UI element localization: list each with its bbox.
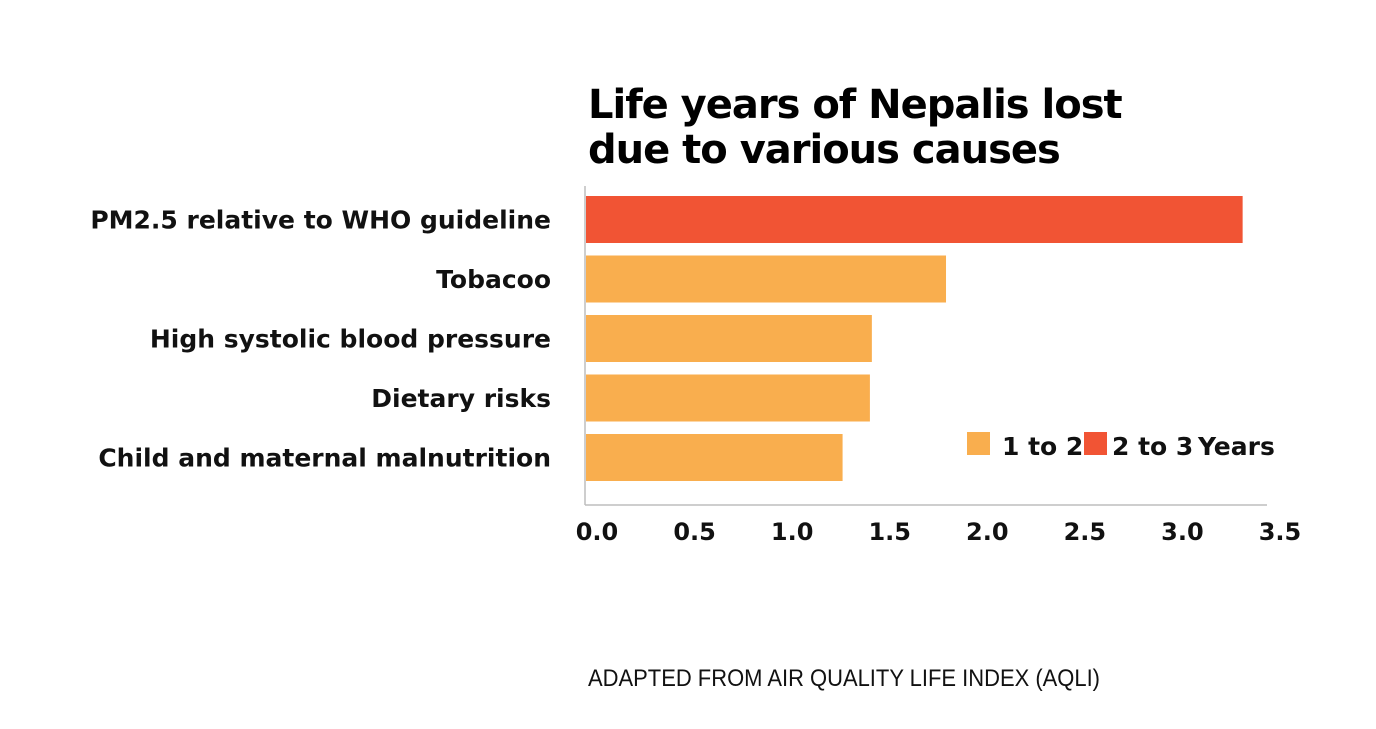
x-tick-labels: 0.0 0.5 1.0 1.5 2.0 2.5 3.0 3.5 (576, 518, 1302, 546)
chart-title-line-1: Life years of Nepalis lost (588, 82, 1123, 128)
chart-title: Life years of Nepalis lost due to variou… (588, 82, 1124, 173)
category-label: Tobacoo (436, 265, 551, 294)
bar-tobacoo (586, 255, 947, 303)
legend: 1 to 2 2 to 3 Years (967, 432, 1275, 461)
x-tick-label: 1.0 (771, 518, 814, 546)
x-tick-label: 2.0 (966, 518, 1009, 546)
source-note: ADAPTED FROM AIR QUALITY LIFE INDEX (AQL… (588, 665, 1100, 692)
x-tick-label: 0.5 (673, 518, 716, 546)
x-tick-label: 2.5 (1064, 518, 1107, 546)
x-tick-label: 0.0 (576, 518, 619, 546)
chart-title-line-2: due to various causes (588, 127, 1060, 173)
bar-pm2-5-relative-to-who-guideline (586, 196, 1243, 243)
legend-label-1-to-2: 1 to 2 (1002, 432, 1083, 461)
category-label: PM2.5 relative to WHO guideline (90, 206, 551, 235)
bars-group (586, 196, 1243, 481)
bar-high-systolic-blood-pressure (586, 315, 872, 362)
category-label: High systolic blood pressure (150, 325, 551, 354)
bar-child-and-maternal-malnutrition (586, 434, 843, 481)
bar-dietary-risks (586, 374, 870, 422)
legend-swatch-1-to-2 (967, 432, 990, 455)
x-tick-label: 1.5 (868, 518, 911, 546)
category-labels: PM2.5 relative to WHO guideline Tobacoo Hi… (90, 206, 551, 473)
category-label: Child and maternal malnutrition (98, 444, 551, 473)
x-tick-label: 3.0 (1161, 518, 1204, 546)
legend-swatch-2-to-3 (1084, 432, 1107, 455)
legend-suffix-years: Years (1197, 432, 1275, 461)
x-tick-label: 3.5 (1259, 518, 1302, 546)
category-label: Dietary risks (371, 384, 551, 413)
legend-label-2-to-3: 2 to 3 (1112, 432, 1193, 461)
